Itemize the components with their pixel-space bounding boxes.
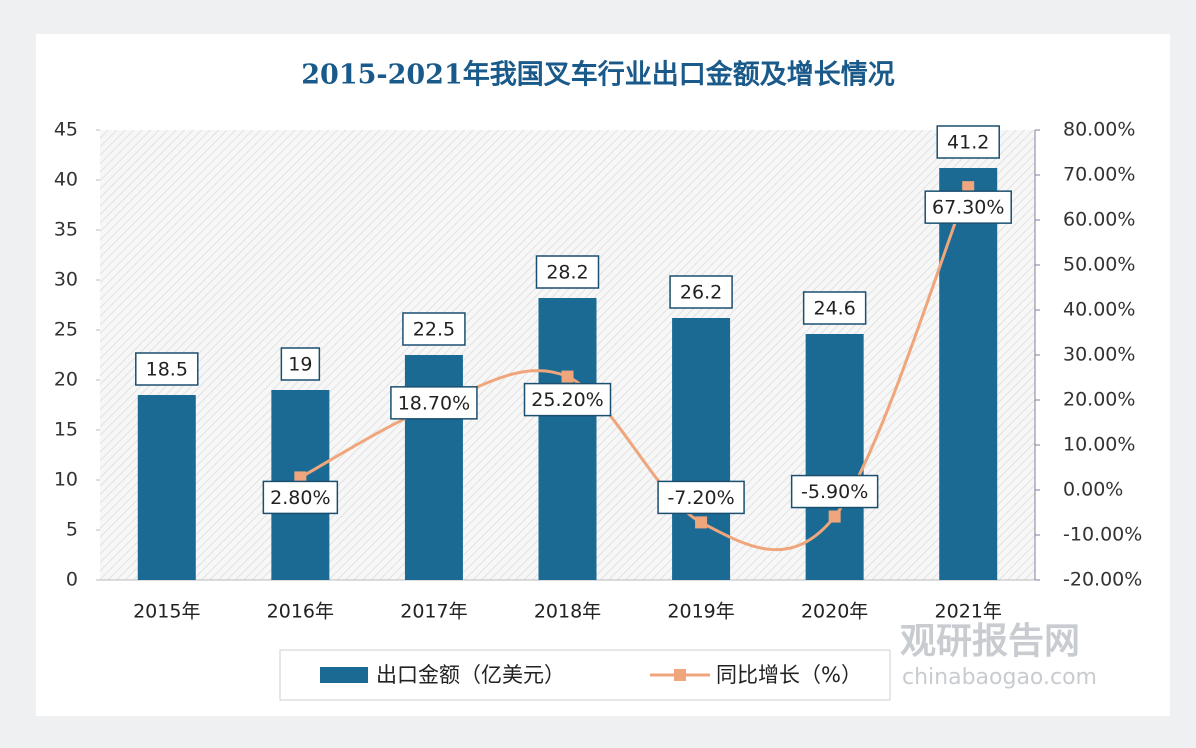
y2-tick-label: 60.00%: [1063, 209, 1135, 231]
line-value-label-box: [790, 474, 879, 509]
bar-value-label-box: [280, 347, 321, 381]
bar: [538, 298, 597, 580]
bar-value-label-box: [936, 125, 1000, 159]
x-tick-label: 2020年: [801, 601, 868, 623]
line-value-label: 18.70%: [398, 392, 470, 414]
watermark: 观研报告网: [900, 621, 1080, 662]
y-tick-label: 15: [54, 419, 78, 441]
bar-value-label: 41.2: [947, 132, 989, 154]
x-tick-label: 2015年: [133, 601, 200, 623]
bar: [939, 168, 998, 580]
bar-value-label: 18.5: [146, 359, 188, 381]
line-value-label: 2.80%: [270, 487, 330, 509]
bar-value-label-box: [535, 255, 600, 289]
line-value-label-box: [657, 480, 745, 515]
legend-label: 出口金额（亿美元）: [376, 663, 565, 687]
y2-tick-label: -20.00%: [1063, 569, 1142, 591]
line-marker: [695, 516, 708, 529]
legend-box: [279, 649, 891, 701]
x-tick-label: 2017年: [400, 601, 467, 623]
line-value-label: 25.20%: [531, 389, 603, 411]
legend-swatch: [320, 667, 368, 683]
line-value-label: -7.20%: [667, 487, 734, 509]
bar-value-label-box: [669, 275, 733, 309]
y2-tick-label: 40.00%: [1063, 299, 1135, 321]
line-value-label: 67.30%: [932, 197, 1004, 219]
bar-value-label-box: [402, 312, 466, 346]
line-marker: [828, 510, 841, 523]
y2-tick-label: 80.00%: [1063, 119, 1135, 141]
bar-value-label: 26.2: [680, 282, 722, 304]
bar-value-label: 24.6: [813, 298, 855, 320]
y-tick-label: 35: [54, 219, 78, 241]
bar-value-label-box: [802, 291, 867, 325]
line-marker: [294, 471, 307, 484]
line-value-label-box: [262, 480, 339, 515]
y2-tick-label: 10.00%: [1063, 434, 1135, 456]
watermark: chinabaogao.com: [902, 665, 1097, 690]
y-tick-label: 45: [54, 119, 78, 141]
line-marker: [962, 181, 975, 194]
line-value-label-box: [523, 382, 612, 417]
legend-swatch-marker: [674, 669, 686, 681]
y2-tick-label: 0.00%: [1063, 479, 1123, 501]
bar: [672, 318, 731, 580]
x-tick-label: 2021年: [935, 601, 1002, 623]
line-marker: [561, 370, 574, 383]
bar: [805, 334, 864, 580]
line-value-label: -5.90%: [801, 481, 868, 503]
bar: [137, 395, 196, 580]
bar-value-label: 22.5: [413, 319, 455, 341]
y-tick-label: 25: [54, 319, 78, 341]
y-tick-label: 20: [54, 369, 78, 391]
y2-tick-label: 30.00%: [1063, 344, 1135, 366]
y-tick-label: 10: [54, 469, 78, 491]
y2-tick-label: 20.00%: [1063, 389, 1135, 411]
y-tick-label: 40: [54, 169, 78, 191]
y2-tick-label: 70.00%: [1063, 164, 1135, 186]
bar-value-label-box: [135, 352, 199, 386]
line-value-label-box: [924, 190, 1012, 224]
bar-value-label: 28.2: [546, 262, 588, 284]
y-tick-label: 0: [66, 569, 78, 591]
legend-label: 同比增长（%）: [716, 663, 862, 687]
x-tick-label: 2018年: [534, 601, 601, 623]
bar-value-label: 19: [288, 354, 312, 376]
y2-tick-label: 50.00%: [1063, 254, 1135, 276]
x-tick-label: 2016年: [267, 601, 334, 623]
y-tick-label: 30: [54, 269, 78, 291]
line-value-label-box: [390, 386, 478, 420]
y2-tick-label: -10.00%: [1063, 524, 1142, 546]
y-tick-label: 5: [66, 519, 78, 541]
x-tick-label: 2019年: [667, 601, 734, 623]
chart-title: 2015-2021年我国叉车行业出口金额及增长情况: [301, 59, 895, 91]
